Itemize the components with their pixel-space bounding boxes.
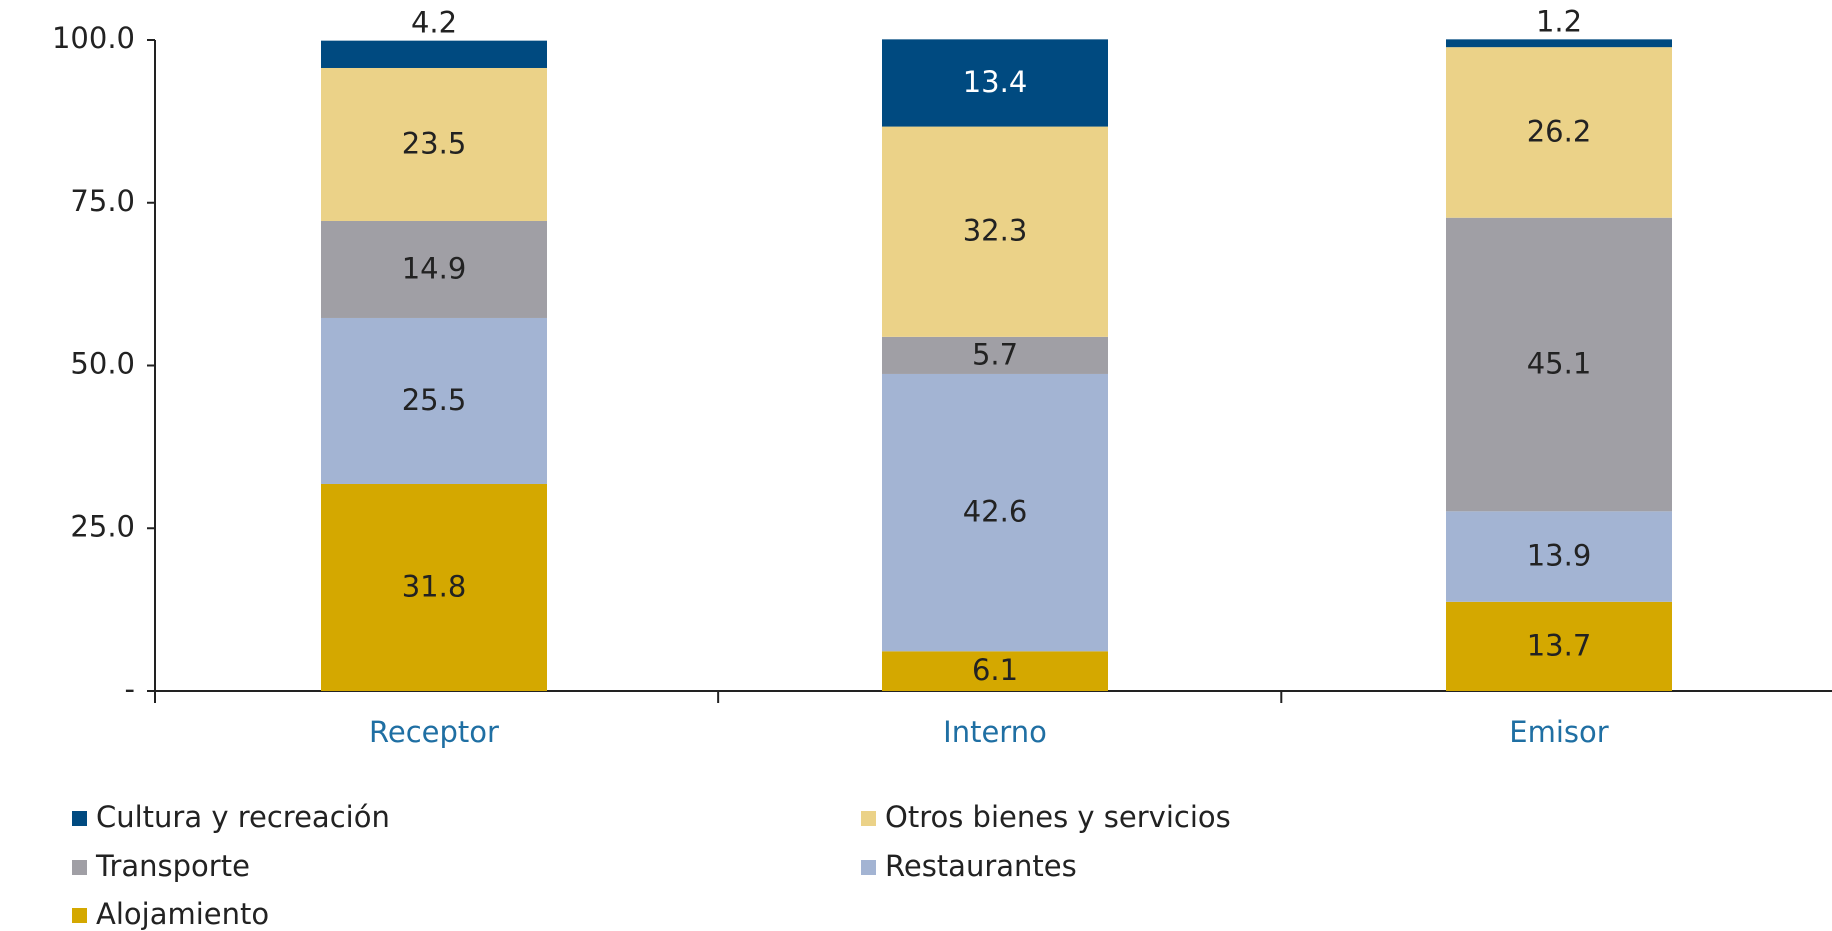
data-label: 26.2: [1527, 114, 1592, 148]
data-label: 31.8: [402, 569, 467, 603]
y-tick-label: -: [125, 672, 135, 706]
data-label: 13.9: [1527, 539, 1592, 573]
bar-segment: [882, 126, 1108, 337]
data-label: 13.7: [1527, 628, 1592, 662]
data-label: 4.2: [411, 6, 457, 40]
bar-segment: [321, 67, 547, 221]
data-label: 23.5: [402, 126, 467, 160]
y-tick-label: 50.0: [70, 347, 135, 381]
bar-segment: [321, 483, 547, 691]
legend-label: Otros bienes y servicios: [885, 800, 1231, 834]
y-tick-label: 100.0: [52, 21, 135, 55]
y-tick-label: 75.0: [70, 184, 135, 218]
bar-segment: [882, 651, 1108, 691]
bar-segment: [1446, 601, 1672, 691]
x-tick-label: Interno: [943, 715, 1047, 749]
data-label: 25.5: [402, 383, 467, 417]
bar-segment: [1446, 217, 1672, 512]
legend-swatch: [861, 811, 876, 826]
legend-label: Restaurantes: [885, 849, 1077, 883]
bar-segment: [321, 220, 547, 318]
data-label: 5.7: [972, 337, 1018, 371]
data-label: 32.3: [963, 214, 1028, 248]
bar-segment: [882, 39, 1108, 127]
legend-swatch: [72, 908, 87, 923]
legend-label: Transporte: [95, 849, 250, 883]
bar-segment: [1446, 39, 1672, 48]
y-tick-label: 25.0: [70, 509, 135, 543]
legend-label: Cultura y recreación: [96, 800, 390, 834]
data-label: 14.9: [402, 251, 467, 285]
data-label: 13.4: [963, 65, 1028, 99]
bar-segment: [321, 317, 547, 484]
x-tick-label: Receptor: [369, 715, 499, 749]
bar-segment: [1446, 511, 1672, 602]
data-label: 1.2: [1536, 4, 1582, 38]
legend-label: Alojamiento: [96, 897, 269, 931]
x-tick-label: Emisor: [1509, 715, 1608, 749]
legend-swatch: [72, 811, 87, 826]
bar-segment: [882, 336, 1108, 374]
legend-swatch: [861, 860, 876, 875]
bar-segment: [882, 373, 1108, 652]
data-label: 42.6: [963, 495, 1028, 529]
data-label: 45.1: [1527, 347, 1592, 381]
data-label: 6.1: [972, 653, 1018, 687]
bar-segment: [321, 40, 547, 68]
bar-segment: [1446, 47, 1672, 218]
legend-swatch: [72, 860, 87, 875]
